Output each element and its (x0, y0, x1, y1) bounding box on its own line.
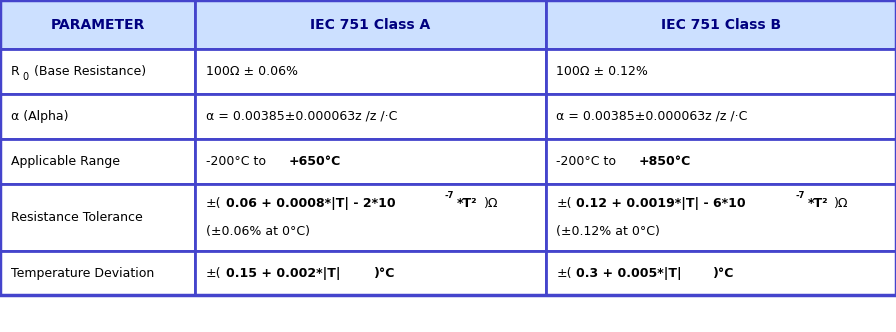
Text: )°C: )°C (712, 267, 734, 280)
Text: α (Alpha): α (Alpha) (11, 110, 68, 123)
Text: )°C: )°C (374, 267, 395, 280)
Bar (0, 184, 195, 251)
Text: 0.3 + 0.005*|T|: 0.3 + 0.005*|T| (576, 267, 682, 280)
Bar (195, 184, 546, 251)
Bar (195, 139, 546, 184)
Text: IEC 751 Class A: IEC 751 Class A (310, 18, 431, 32)
Text: (±0.06% at 0°C): (±0.06% at 0°C) (206, 224, 310, 238)
Text: 100Ω ± 0.06%: 100Ω ± 0.06% (206, 65, 298, 78)
Text: α = 0.00385±0.000063z /z /·C: α = 0.00385±0.000063z /z /·C (206, 110, 398, 123)
Text: ±(: ±( (206, 267, 221, 280)
Bar (546, 184, 896, 251)
Text: *T²: *T² (457, 197, 478, 210)
Text: IEC 751 Class B: IEC 751 Class B (660, 18, 781, 32)
Text: (±0.12% at 0°C): (±0.12% at 0°C) (556, 224, 660, 238)
Bar (195, 251, 546, 295)
Text: 100Ω ± 0.12%: 100Ω ± 0.12% (556, 65, 649, 78)
Text: ±(: ±( (206, 197, 221, 210)
Text: 0.15 + 0.002*|T|: 0.15 + 0.002*|T| (226, 267, 340, 280)
Bar (0, 0, 195, 49)
Bar (195, 94, 546, 139)
Bar (0, 139, 195, 184)
Text: ±(: ±( (556, 197, 572, 210)
Text: +650°C: +650°C (289, 155, 340, 168)
Text: 0.06 + 0.0008*|T| - 2*10: 0.06 + 0.0008*|T| - 2*10 (226, 197, 396, 210)
Bar (0, 94, 195, 139)
Text: )Ω: )Ω (484, 197, 498, 210)
Text: -200°C to: -200°C to (206, 155, 270, 168)
Text: 0: 0 (22, 71, 28, 82)
Bar (546, 251, 896, 295)
Bar (0, 0, 896, 295)
Bar (546, 49, 896, 94)
Text: )Ω: )Ω (834, 197, 849, 210)
Text: Resistance Tolerance: Resistance Tolerance (11, 210, 142, 224)
Text: -200°C to: -200°C to (556, 155, 620, 168)
Text: PARAMETER: PARAMETER (50, 18, 145, 32)
Bar (546, 139, 896, 184)
Bar (195, 49, 546, 94)
Text: +850°C: +850°C (639, 155, 691, 168)
Text: -7: -7 (796, 191, 805, 201)
Bar (546, 0, 896, 49)
Text: Temperature Deviation: Temperature Deviation (11, 267, 154, 280)
Bar (0, 251, 195, 295)
Bar (0, 49, 195, 94)
Text: R: R (11, 65, 20, 78)
Text: α = 0.00385±0.000063z /z /·C: α = 0.00385±0.000063z /z /·C (556, 110, 748, 123)
Text: ±(: ±( (556, 267, 572, 280)
Text: *T²: *T² (807, 197, 828, 210)
Text: Applicable Range: Applicable Range (11, 155, 120, 168)
Text: 0.12 + 0.0019*|T| - 6*10: 0.12 + 0.0019*|T| - 6*10 (576, 197, 746, 210)
Bar (546, 94, 896, 139)
Text: (Base Resistance): (Base Resistance) (30, 65, 146, 78)
Text: -7: -7 (445, 191, 454, 201)
Bar (195, 0, 546, 49)
